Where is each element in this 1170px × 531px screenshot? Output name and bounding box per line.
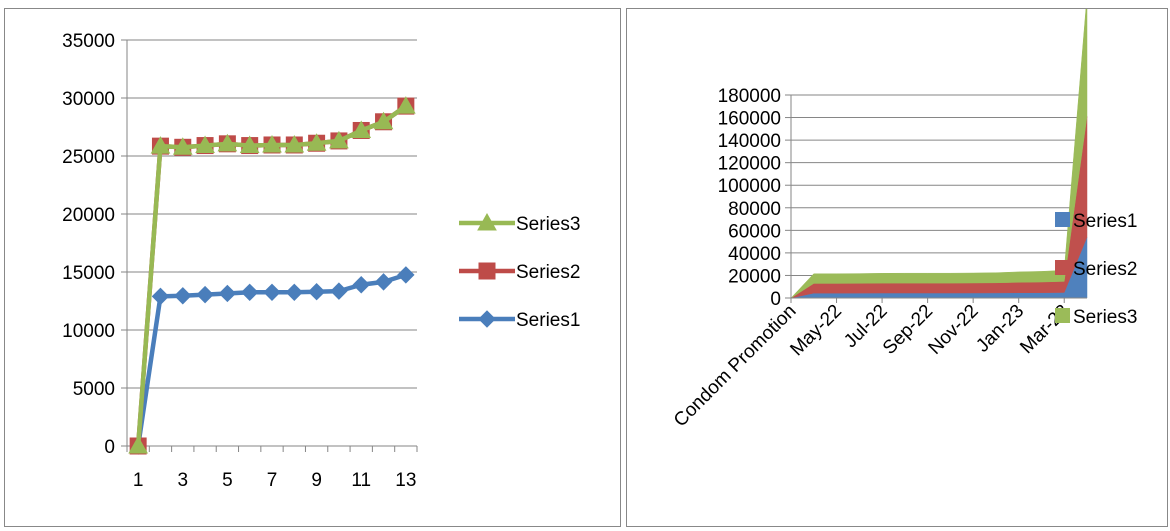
legend-label: Series1 (1073, 211, 1137, 232)
series3-area (790, 0, 1088, 299)
series3-point (395, 96, 416, 114)
y-tick-label: 80000 (728, 199, 781, 220)
y-tick-label: 10000 (62, 321, 115, 342)
series1-point (263, 283, 281, 302)
series3-point (239, 135, 260, 154)
x-tick-label: 5 (222, 470, 233, 491)
legend-swatch (1055, 308, 1070, 323)
legend-label: Series2 (516, 262, 580, 283)
y-tick-label: 30000 (62, 89, 115, 110)
gridlines (785, 94, 1087, 299)
y-tick-label: 60000 (728, 221, 781, 242)
y-tick-label: 15000 (62, 263, 115, 284)
line-chart-panel: 0 5000 10000 15000 20000 25000 30000 35000 1 3 5 7 9… (4, 8, 621, 527)
series1-point (240, 283, 259, 302)
x-tick-label: Sep-22 (879, 301, 937, 359)
series3-point (284, 134, 305, 153)
series1-point (307, 283, 326, 301)
series3-point (329, 130, 349, 149)
y-tick-label: 160000 (718, 109, 781, 130)
y-tick-label: 180000 (718, 86, 781, 107)
legend-marker (477, 212, 497, 231)
legend-label: Series3 (516, 214, 580, 235)
legend-label: Series3 (1073, 307, 1137, 328)
legend-item: Series3 (459, 212, 580, 235)
legend: Series1 Series2 Series3 (1055, 211, 1137, 328)
legend-swatch (1055, 212, 1070, 227)
series1-point (397, 266, 415, 284)
y-tick-label: 140000 (718, 131, 781, 152)
x-tick-label: May-22 (786, 301, 846, 361)
legend: Series3 Series2 Series1 (459, 212, 580, 331)
series3-point (306, 133, 327, 151)
legend-item: Series2 (459, 262, 580, 283)
y-tick-label: 20000 (728, 266, 781, 287)
area-chart: 0200004000060000800001000001200001400001… (670, 0, 1137, 432)
series1-point (218, 284, 237, 303)
gridlines (121, 39, 417, 447)
x-tick-label: 11 (351, 470, 371, 491)
legend-item: Series1 (459, 310, 580, 331)
legend-item: Series1 (1055, 211, 1137, 232)
x-tick-label: 7 (267, 470, 278, 491)
x-tick-label: 1 (133, 470, 144, 491)
y-tick-label: 120000 (718, 154, 781, 175)
series3-line (135, 104, 408, 447)
area-chart-panel: 0 20000 40000 60000 80000 100000 120000 140000 1… (626, 0, 1168, 527)
y-tick-label: 5000 (73, 379, 115, 400)
series3-point (351, 120, 372, 138)
x-tick-label: 9 (311, 470, 322, 491)
legend-item: Series2 (1055, 259, 1137, 280)
x-tick-label: Jan-23 (972, 301, 1028, 357)
series3-point (262, 134, 282, 153)
series1-point (374, 273, 393, 291)
legend-label: Series2 (1073, 259, 1137, 280)
series3-point (128, 435, 149, 454)
series-series3 (128, 96, 416, 454)
legend-swatch (1055, 260, 1070, 275)
series1-point (151, 287, 170, 306)
areas (790, 0, 1088, 299)
series2-area (790, 116, 1088, 299)
series1-point (174, 287, 192, 305)
legend-item: Series3 (1055, 307, 1137, 328)
series-series1 (129, 266, 415, 455)
series3-point (195, 135, 215, 154)
series3-point (150, 136, 171, 154)
x-tick-label: 13 (395, 470, 416, 491)
series3-point (373, 111, 394, 130)
y-tick-label: 0 (104, 437, 115, 458)
series2-line (135, 104, 408, 447)
y-tick-label: 40000 (728, 244, 781, 265)
legend-label: Series1 (516, 310, 580, 331)
y-tick-label: 100000 (718, 176, 781, 197)
x-tick-label: Condom Promotion (670, 301, 801, 432)
series1-point (196, 285, 214, 304)
x-tick-label: Nov-22 (925, 301, 983, 359)
series1-point (285, 283, 304, 302)
series1-point (352, 276, 370, 294)
x-tick-label: 3 (177, 470, 188, 491)
y-tick-label: 25000 (62, 147, 115, 168)
legend-marker (478, 310, 496, 328)
series3-point (217, 133, 238, 152)
legend-marker (478, 262, 496, 280)
y-tick-label: 20000 (62, 205, 115, 226)
y-tick-label: 35000 (62, 31, 115, 52)
series1-point (330, 282, 348, 300)
y-tick-label: 0 (770, 289, 781, 310)
series3-point (172, 137, 193, 155)
